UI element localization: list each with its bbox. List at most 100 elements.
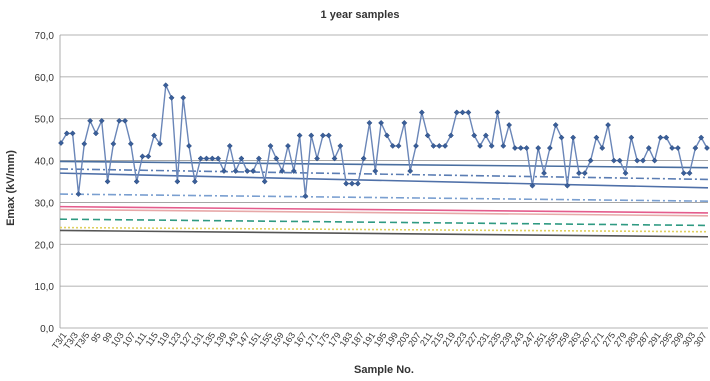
axes: 1 year samples Emax (kV/mm) Sample No. 0… [5, 9, 709, 376]
data-point [209, 155, 216, 162]
data-point [122, 117, 128, 124]
y-axis-label: Emax (kV/mm) [5, 150, 17, 226]
data-point [564, 182, 571, 189]
data-point [610, 157, 617, 164]
data-point [418, 109, 425, 116]
y-tick-label: 70,0 [35, 31, 55, 42]
data-point [593, 134, 600, 141]
x-tick-label: 99 [100, 330, 114, 344]
data-point [535, 145, 542, 151]
data-point [523, 145, 530, 151]
data-point [104, 178, 111, 185]
data-point [267, 142, 274, 149]
data-point [692, 145, 699, 151]
data-point [413, 142, 419, 149]
data-point [308, 132, 315, 139]
series-line [60, 82, 708, 197]
data-point [465, 109, 472, 116]
data-point [151, 132, 158, 139]
gridlines [60, 34, 708, 329]
data-point [63, 130, 70, 137]
data-point [459, 109, 466, 116]
chart-title: 1 year samples [321, 9, 400, 21]
data-point [442, 142, 449, 149]
data-point [401, 119, 408, 126]
data-point [331, 155, 338, 162]
data-point [674, 145, 681, 151]
data-point [197, 155, 204, 162]
data-point [581, 170, 588, 177]
data-point [244, 168, 251, 174]
data-point [349, 180, 355, 187]
data-point [657, 134, 664, 141]
data-point [529, 182, 536, 189]
data-point [255, 155, 262, 162]
y-tick-label: 40,0 [35, 157, 55, 168]
data-point [570, 134, 577, 141]
data-point [215, 155, 222, 162]
y-tick-label: 20,0 [35, 240, 55, 251]
data-point [279, 168, 286, 174]
y-tick-label: 60,0 [35, 73, 55, 84]
y-tick-label: 30,0 [35, 198, 55, 209]
data-point [232, 168, 239, 174]
data-point [238, 155, 245, 162]
data-point [290, 168, 297, 174]
data-point [180, 94, 187, 101]
x-tick-label: 307 [692, 330, 709, 348]
data-point [186, 142, 192, 149]
data-point [360, 155, 367, 162]
data-point [58, 140, 64, 146]
data-point [517, 145, 524, 151]
data-point [92, 130, 99, 137]
data-point [686, 170, 693, 177]
reference-line [59, 168, 709, 181]
data-point [296, 132, 303, 139]
data-point [663, 134, 670, 141]
data-point [383, 132, 390, 139]
data-point [81, 140, 88, 147]
data-point [337, 142, 344, 149]
data-point [430, 142, 437, 149]
data-point [616, 157, 623, 164]
data-point [75, 191, 82, 198]
y-tick-label: 10,0 [35, 282, 55, 293]
data-point [477, 142, 483, 149]
reference-line [59, 229, 709, 238]
data-point [133, 178, 140, 185]
data-point [634, 157, 641, 164]
data-point [471, 132, 478, 139]
data-point [273, 155, 280, 162]
data-point [250, 168, 257, 174]
data-point [628, 134, 635, 141]
data-point [651, 157, 658, 164]
data-point [587, 157, 594, 164]
data-point [447, 132, 454, 139]
data-point [261, 178, 268, 185]
data-point [168, 94, 175, 101]
data-point [98, 117, 105, 124]
data-point [285, 142, 291, 149]
data-point [511, 145, 518, 151]
data-point [156, 140, 163, 147]
reference-line [59, 205, 709, 214]
data-point [407, 168, 414, 174]
data-point [145, 153, 152, 160]
data-point [546, 145, 553, 151]
reference-line [59, 218, 709, 227]
data-point [319, 132, 326, 139]
data-point [622, 170, 629, 177]
data-point [395, 142, 402, 149]
data-point [325, 132, 332, 139]
data-point [110, 140, 117, 147]
data-point [366, 119, 373, 126]
reference-line [59, 193, 709, 202]
data-point [174, 178, 181, 185]
data-point [541, 170, 547, 177]
data-point [372, 168, 379, 174]
data-point [378, 119, 385, 126]
data-point [343, 180, 350, 187]
data-point [482, 132, 489, 139]
